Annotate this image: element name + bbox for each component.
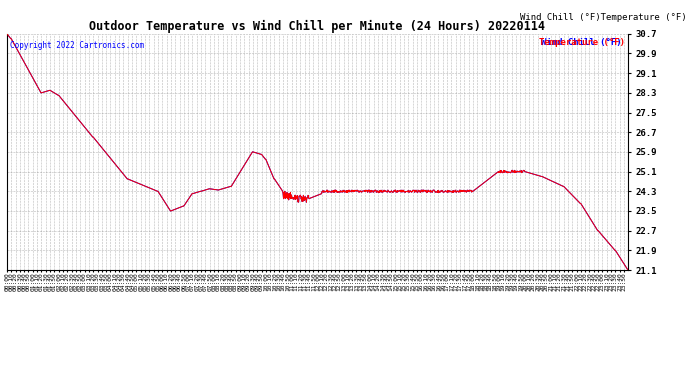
Text: Temperature (°F): Temperature (°F) (539, 39, 625, 48)
Title: Outdoor Temperature vs Wind Chill per Minute (24 Hours) 20220114: Outdoor Temperature vs Wind Chill per Mi… (90, 20, 545, 33)
Text: Copyright 2022 Cartronics.com: Copyright 2022 Cartronics.com (10, 41, 144, 50)
Text: Wind Chill (°F)Temperature (°F): Wind Chill (°F)Temperature (°F) (520, 13, 687, 22)
Text: Wind Chill (°F): Wind Chill (°F) (541, 39, 622, 48)
